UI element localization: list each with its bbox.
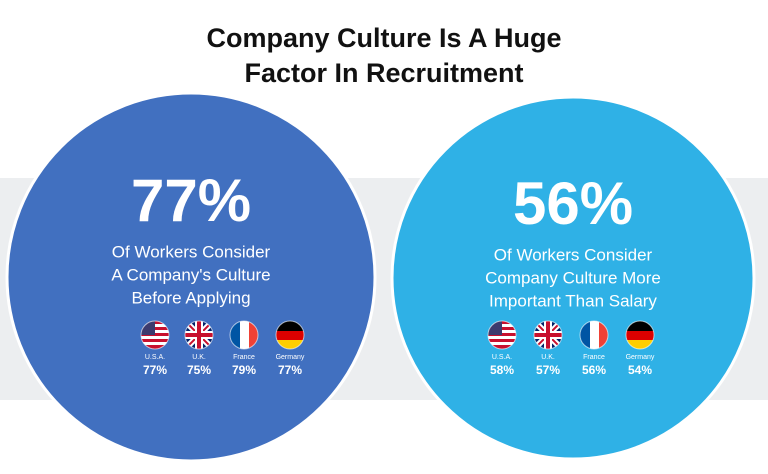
country-name: U.S.A.: [145, 354, 165, 361]
country-value: 79%: [232, 363, 256, 377]
country-name: U.S.A.: [492, 354, 512, 361]
title: Company Culture Is A Huge: [206, 23, 561, 53]
title: Factor In Recruitment: [244, 58, 523, 88]
country-value: 58%: [490, 363, 514, 377]
caption: Before Applying: [131, 288, 250, 307]
country-value: 77%: [143, 363, 167, 377]
country-name: Germany: [276, 354, 305, 361]
panel-circle: [390, 95, 756, 461]
country-value: 56%: [582, 363, 606, 377]
caption: Of Workers Consider: [112, 242, 271, 261]
country-name: France: [233, 354, 255, 361]
country-name: France: [583, 354, 605, 361]
country-value: 54%: [628, 363, 652, 377]
flag-border: [487, 320, 517, 350]
headline: 56%: [513, 170, 633, 237]
flag-border: [533, 320, 563, 350]
flag-border: [229, 320, 259, 350]
caption: Important Than Salary: [489, 291, 657, 310]
caption: A Company's Culture: [111, 265, 270, 284]
country-value: 75%: [187, 363, 211, 377]
panel-circle: [5, 91, 377, 463]
flag-border: [184, 320, 214, 350]
headline: 77%: [131, 167, 251, 234]
flag-border: [140, 320, 170, 350]
country-value: 77%: [278, 363, 302, 377]
country-value: 57%: [536, 363, 560, 377]
country-name: U.K.: [541, 354, 555, 361]
caption: Company Culture More: [485, 268, 661, 287]
flag-border: [625, 320, 655, 350]
flag-border: [579, 320, 609, 350]
country-name: U.K.: [192, 354, 206, 361]
country-name: Germany: [626, 354, 655, 361]
caption: Of Workers Consider: [494, 245, 653, 264]
flag-border: [275, 320, 305, 350]
